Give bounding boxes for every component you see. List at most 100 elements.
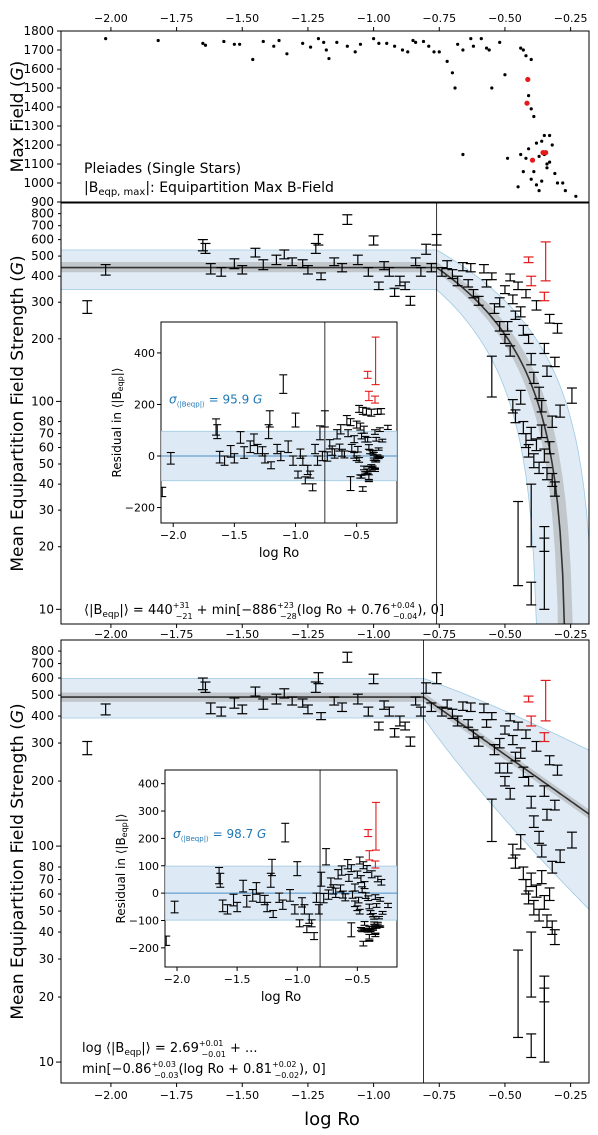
inset-ytick-label: −200 xyxy=(125,502,155,515)
errorbar xyxy=(237,704,248,715)
errorbar xyxy=(520,729,531,740)
residual-errorbar xyxy=(357,474,366,479)
residual-errorbar xyxy=(370,468,379,473)
scatter-band xyxy=(61,678,589,910)
max-field-point xyxy=(505,156,510,160)
errorbar xyxy=(473,736,484,747)
ytick-label: 200 xyxy=(31,774,54,788)
max-field-point xyxy=(421,39,426,44)
errorbar xyxy=(368,235,379,246)
max-field-point xyxy=(534,141,539,145)
max-field-point xyxy=(519,152,523,157)
errorbar xyxy=(528,815,539,829)
errorbar xyxy=(442,699,453,709)
residual-errorbar xyxy=(377,408,386,415)
text-span: ), 0] xyxy=(299,1062,326,1077)
errorbar-red xyxy=(526,715,537,727)
text-span: −0.01 xyxy=(201,1050,226,1059)
errorbar xyxy=(486,355,497,398)
residual-errorbar xyxy=(377,878,386,886)
inset-ytick-label: 100 xyxy=(138,860,159,873)
errorbar xyxy=(505,787,516,800)
highlight-point xyxy=(524,100,530,106)
max-field-point xyxy=(521,170,525,174)
top-xtick-label: −1.75 xyxy=(160,12,194,25)
text-span: ), 0] xyxy=(417,603,444,618)
max-field-point xyxy=(232,42,236,46)
residual-errorbar xyxy=(373,921,382,925)
errorbar xyxy=(549,481,560,497)
errorbar xyxy=(302,264,313,275)
errorbar xyxy=(555,404,566,418)
bot-inset-plot-area xyxy=(165,770,397,967)
inset-ylabel-tail: |⟩ xyxy=(114,813,128,822)
max-field-point xyxy=(524,156,528,160)
text-span: G xyxy=(253,392,262,406)
inset-ytick-label: 0 xyxy=(152,887,159,900)
middle-plot-area xyxy=(61,214,589,624)
bot-xtick-label: −1.00 xyxy=(357,1089,391,1102)
errorbar xyxy=(534,830,545,844)
residual-errorbar xyxy=(295,919,304,928)
errorbar xyxy=(486,712,497,721)
errorbar xyxy=(539,537,550,610)
inset-ytick-label: −100 xyxy=(129,914,159,927)
ytick-label: 10 xyxy=(39,602,54,616)
errorbar xyxy=(287,696,298,706)
max-field-point xyxy=(353,50,357,54)
residual-errorbar xyxy=(372,903,381,908)
top-frame xyxy=(60,30,590,203)
errorbar xyxy=(513,281,524,291)
max-field-point xyxy=(521,48,525,52)
errorbar xyxy=(489,744,500,756)
errorbar xyxy=(528,899,539,916)
errorbar xyxy=(507,843,518,859)
max-field-point xyxy=(427,44,431,48)
errorbar xyxy=(526,352,537,366)
residual-errorbar xyxy=(223,904,232,915)
residual-errorbar xyxy=(293,470,302,479)
text-span: +0.02 xyxy=(272,1060,297,1069)
residual-errorbar xyxy=(291,412,300,428)
residual-errorbar xyxy=(170,900,179,914)
max-field-point xyxy=(432,50,436,54)
max-field-point xyxy=(308,45,313,49)
inset-xlabel: log Ro xyxy=(259,546,299,561)
text-span: ⟨|B xyxy=(84,603,102,618)
text-span: |⟩ = 440 xyxy=(119,603,172,618)
residual-errorbar xyxy=(255,892,264,903)
sigma-sub: ⟨|Beqp|⟩ xyxy=(181,835,209,843)
model-curve xyxy=(61,696,589,815)
residual-errorbar xyxy=(341,893,350,902)
residual-errorbar xyxy=(364,480,373,483)
ytick-label: 80 xyxy=(39,860,54,874)
max-field-point xyxy=(529,107,533,111)
errorbar xyxy=(486,272,497,281)
max-field-point xyxy=(411,38,415,43)
mid-xtick-label: −0.75 xyxy=(422,628,456,641)
residual-errorbar xyxy=(263,901,272,913)
residual-errorbar xyxy=(275,892,284,903)
top-ytick-label: 900 xyxy=(31,195,54,209)
top-ylabel: Max Field (G) xyxy=(8,61,28,173)
top-ytick-label: 1000 xyxy=(23,176,54,190)
errorbar xyxy=(405,295,416,306)
inset-ytick-label: 400 xyxy=(134,347,155,360)
ytick-label: 800 xyxy=(31,644,54,658)
errorbar xyxy=(515,306,526,318)
errorbar xyxy=(337,702,348,713)
residual-errorbar xyxy=(161,486,167,498)
errorbar xyxy=(468,729,479,740)
inset-xlabel: log Ro xyxy=(261,990,301,1005)
text-span: +0.01 xyxy=(199,1039,224,1048)
text-span: σ xyxy=(169,392,177,406)
errorbar xyxy=(566,387,577,404)
residual-errorbar xyxy=(246,440,255,454)
errorbar xyxy=(539,987,550,1063)
errorbar xyxy=(384,267,395,277)
max-field-point xyxy=(550,143,554,147)
residual-errorbar xyxy=(276,450,285,462)
sigma-label: σ⟨|Beqp|⟩ = 98.7 G xyxy=(173,827,266,843)
mid-formula: ⟨|Beqp|⟩ = 440+31 −21 + min[−886+23 −28(lo… xyxy=(84,601,444,621)
errorbar xyxy=(541,914,552,929)
